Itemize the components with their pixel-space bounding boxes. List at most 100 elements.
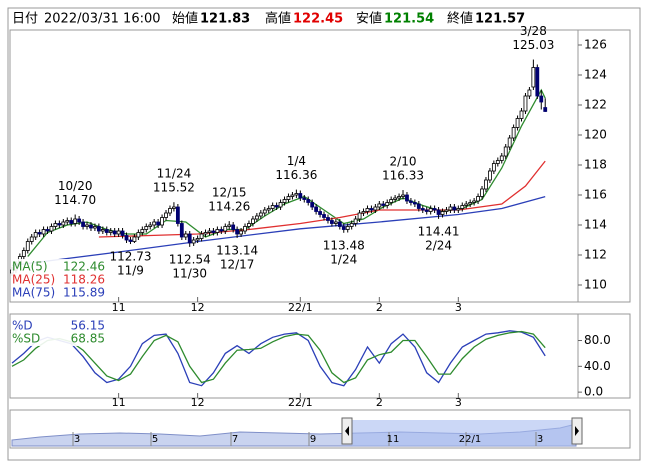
y-tick-label: 114 [584, 218, 607, 232]
candle-body [365, 208, 370, 212]
x-tick-label: 12 [191, 301, 205, 314]
candle-body [231, 224, 236, 230]
candle-body [89, 224, 93, 229]
low-label: 安値 [356, 11, 382, 27]
candle-body [172, 206, 176, 209]
candle-body [381, 203, 386, 206]
legend-label: MA(5) [12, 260, 48, 274]
open-value: 121.83 [200, 12, 250, 27]
candle-body [531, 67, 536, 88]
candle-body [294, 193, 299, 196]
candle-body [468, 202, 473, 205]
candle-body [448, 206, 453, 211]
candle-body [345, 226, 350, 230]
candle-body [543, 107, 548, 112]
candle-body [116, 230, 121, 235]
candle-body [85, 224, 89, 227]
candle-body [412, 202, 417, 205]
y-tick-label: 40.0 [584, 359, 611, 373]
candle-body [306, 199, 311, 203]
legend-value: 56.15 [71, 319, 105, 333]
annotation-date: 1/24 [330, 252, 357, 266]
legend-value: 115.89 [63, 286, 105, 300]
candle-body [25, 241, 30, 251]
candle-body [65, 220, 70, 223]
navigator-label: 11 [387, 434, 400, 445]
navigator-label: 22/1 [459, 434, 481, 445]
candle-body [179, 223, 184, 238]
x-tick-label: 11 [112, 396, 126, 409]
candle-body [298, 193, 303, 199]
candle-body [21, 250, 26, 257]
candle-body [452, 206, 457, 211]
annotation-value: 112.54 [169, 252, 211, 266]
candle-body [476, 196, 480, 202]
candle-body [337, 221, 342, 227]
high-label: 高値 [265, 11, 291, 27]
candle-body [203, 232, 208, 235]
candle-body [424, 209, 429, 212]
y-tick-label: 110 [584, 278, 607, 292]
candle-body [405, 194, 409, 202]
candle-body [251, 218, 255, 224]
candle-body [45, 229, 50, 232]
annotation-date: 2/24 [425, 238, 452, 252]
candle-body [539, 95, 544, 103]
candle-body [69, 220, 74, 224]
legend-box [11, 259, 107, 300]
candle-body [128, 239, 133, 242]
annotation-date: 11/30 [172, 266, 207, 280]
annotation-value: 116.33 [382, 169, 424, 183]
candle-body [254, 215, 259, 220]
legend-label: MA(25) [12, 273, 55, 287]
candle-body [503, 146, 508, 157]
candle-body [112, 230, 117, 235]
x-tick-label: 22/1 [288, 301, 313, 314]
candle-body [207, 230, 212, 233]
candle-body [108, 230, 113, 233]
low-value: 121.54 [384, 12, 434, 27]
candle-body [495, 160, 500, 164]
y-tick-label: 112 [584, 248, 607, 262]
navigator-label: 5 [152, 434, 158, 445]
candle-body [235, 229, 240, 235]
legend-value: 118.26 [63, 273, 105, 287]
candle-body [270, 205, 275, 209]
candle-body [219, 229, 224, 232]
candle-body [397, 196, 401, 199]
annotation-value: 114.70 [54, 193, 96, 207]
candle-body [258, 212, 263, 217]
x-tick-label: 2 [376, 396, 383, 409]
candle-body [37, 232, 42, 235]
oscillator-panel [9, 313, 631, 399]
candle-body [464, 203, 469, 206]
candle-body [199, 233, 204, 239]
candle-body [124, 235, 129, 241]
candle-body [144, 226, 149, 230]
annotation-value: 112.73 [109, 250, 151, 264]
candle-body [49, 226, 54, 232]
x-tick-label: 12 [191, 396, 205, 409]
x-tick-label: 3 [455, 396, 462, 409]
candle-body [243, 226, 247, 232]
annotation-value: 113.48 [323, 238, 365, 252]
y-tick-label: 0.0 [584, 385, 603, 399]
candle-body [333, 221, 338, 224]
candle-body [416, 203, 421, 209]
candle-body [53, 223, 58, 227]
legend-label: MA(75) [12, 286, 55, 300]
annotation-date: 11/24 [157, 167, 192, 181]
candle-body [164, 212, 168, 218]
candle-body [227, 224, 232, 227]
candle-body [132, 236, 137, 242]
candle-body [187, 233, 192, 244]
candle-body [290, 194, 295, 197]
annotation-date: 12/15 [212, 186, 247, 200]
annotation-date: 10/20 [58, 179, 93, 193]
candle-body [491, 163, 496, 172]
candle-body [57, 223, 62, 226]
candle-body [322, 214, 326, 218]
candle-body [274, 205, 279, 208]
candle-body [440, 211, 445, 215]
candle-body [361, 211, 366, 214]
